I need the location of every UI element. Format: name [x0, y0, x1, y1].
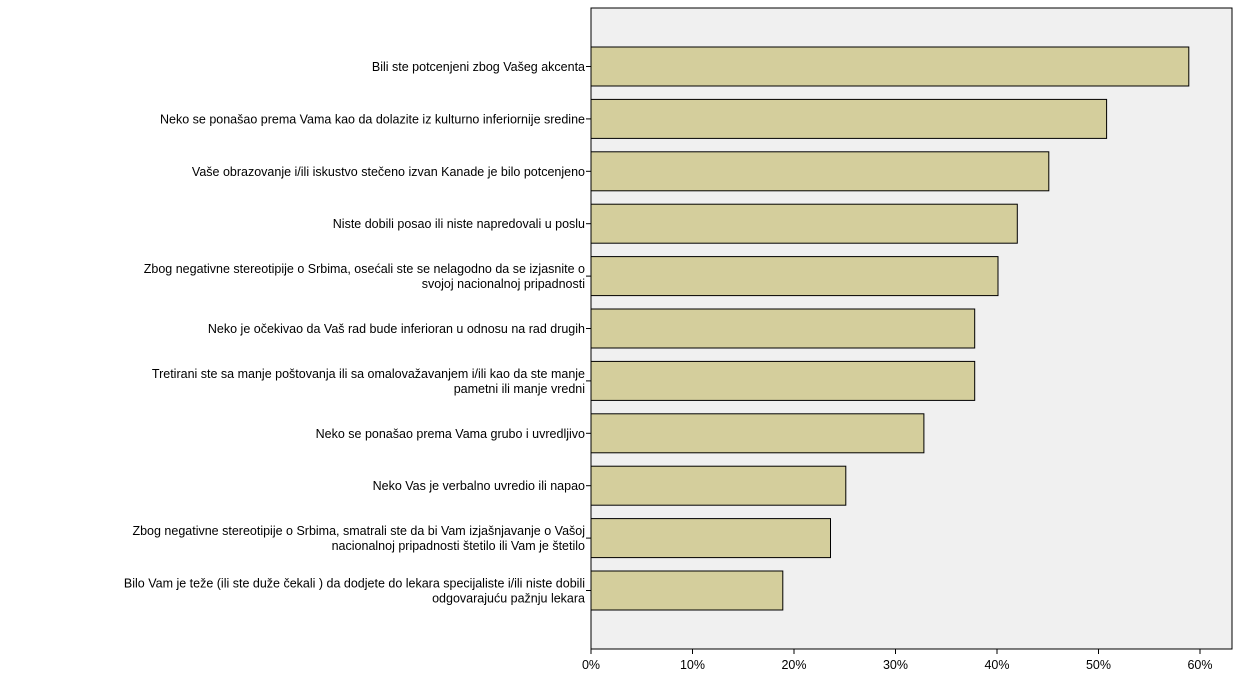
bar	[590, 256, 999, 297]
x-tick-label: 0%	[582, 658, 600, 672]
bar	[590, 151, 1050, 192]
category-label: Neko je očekivao da Vaš rad bude inferio…	[208, 322, 585, 336]
category-label: Zbog negativne stereotipije o Srbima, sm…	[132, 524, 585, 538]
category-label: Zbog negativne stereotipije o Srbima, os…	[144, 262, 585, 276]
category-label: nacionalnoj pripadnosti štetilo ili Vam …	[332, 539, 585, 553]
x-tick-label: 30%	[883, 658, 908, 672]
bar	[590, 46, 1190, 87]
bar	[590, 518, 831, 559]
category-label: Neko se ponašao prema Vama kao da dolazi…	[160, 112, 585, 126]
category-label: Niste dobili posao ili niste napredovali…	[333, 217, 585, 231]
x-tick-label: 20%	[781, 658, 806, 672]
bar	[590, 360, 976, 401]
category-label: odgovarajuću pažnju lekara	[432, 592, 585, 606]
bar	[590, 465, 847, 506]
x-tick-label: 60%	[1187, 658, 1212, 672]
category-label: svojoj nacionalnoj pripadnosti	[422, 277, 585, 291]
category-label: Neko Vas je verbalno uvredio ili napao	[373, 479, 585, 493]
category-label: Vaše obrazovanje i/ili iskustvo stečeno …	[192, 165, 585, 179]
x-tick-label: 10%	[680, 658, 705, 672]
category-label: Bilo Vam je teže (ili ste duže čekali ) …	[124, 577, 585, 591]
bar	[590, 203, 1018, 244]
bar	[590, 570, 784, 611]
category-label: Bili ste potcenjeni zbog Vašeg akcenta	[372, 60, 585, 74]
x-tick-label: 40%	[984, 658, 1009, 672]
bar	[590, 413, 925, 454]
bar	[590, 98, 1108, 139]
category-label: Tretirani ste sa manje poštovanja ili sa…	[152, 367, 585, 381]
category-label: pametni ili manje vredni	[454, 382, 585, 396]
bar	[590, 308, 976, 349]
x-tick-label: 50%	[1086, 658, 1111, 672]
category-label: Neko se ponašao prema Vama grubo i uvred…	[316, 427, 585, 441]
